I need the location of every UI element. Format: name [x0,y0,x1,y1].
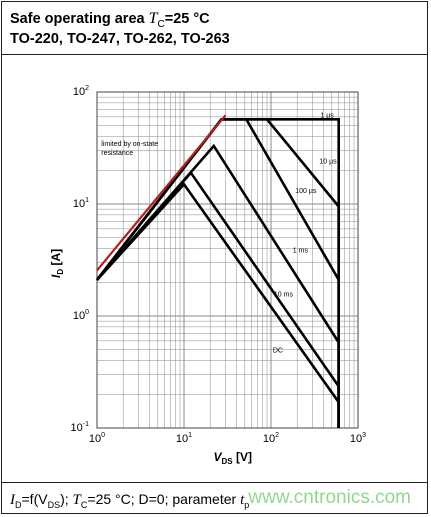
y-tick-label: 101 [73,197,89,210]
caption-part: =f(V [21,491,48,507]
title-prefix: Safe operating area [10,11,149,27]
x-tick-label: 100 [89,432,105,445]
caption-part: I [10,492,15,508]
soa-curve [95,118,340,428]
watermark: www.cntronics.com [248,487,411,508]
series-label: 10 µs [319,158,337,165]
title-var: T [148,10,158,27]
series-label: 1 µs [320,113,334,120]
series-label: 1 ms [293,247,309,254]
title-var-sub: C [157,18,165,30]
caption-part: p [244,499,250,510]
x-tick-label: 102 [263,432,279,445]
caption-part: =25 °C; D=0; parameter [87,491,241,507]
y-tick-label: 102 [73,85,89,98]
series-label: 10 ms [274,291,294,298]
figure-header: Safe operating area TC=25 °C TO-220, TO-… [2,2,427,55]
x-tick-label: 103 [350,432,366,445]
series-label: 100 µs [295,188,317,195]
title-suffix: =25 °C [164,11,210,27]
y-tick-label: 100 [73,309,89,322]
caption-part: T [72,492,81,508]
caption-part: t [240,492,245,508]
x-axis-label: VDS [V] [214,450,252,466]
caption-part: C [80,499,88,510]
plot-area [97,92,358,428]
package-list: TO-220, TO-247, TO-262, TO-263 [10,31,230,47]
plot-border [96,91,359,429]
caption-part: D [15,499,22,510]
caption-part: ); [60,491,73,507]
figure-caption: ID=f(VDS); TC=25 °C; D=0; parameter tp [10,491,249,510]
figure-footer: ID=f(VDS); TC=25 °C; D=0; parameter tp w… [2,482,427,514]
caption-part: DS [47,499,61,510]
rds-on-limit-line [96,114,227,272]
x-tick-label: 101 [176,432,192,445]
figure-title: Safe operating area TC=25 °C [10,10,210,30]
y-tick-label: 10-1 [71,421,90,434]
annotation-text: resistance [101,150,133,157]
annotation-text: limited by on-state [101,141,158,148]
soa-curves [95,118,340,428]
y-axis-label: ID [A] [49,249,65,278]
series-label: DC [273,348,283,355]
soa-curve [96,182,340,428]
